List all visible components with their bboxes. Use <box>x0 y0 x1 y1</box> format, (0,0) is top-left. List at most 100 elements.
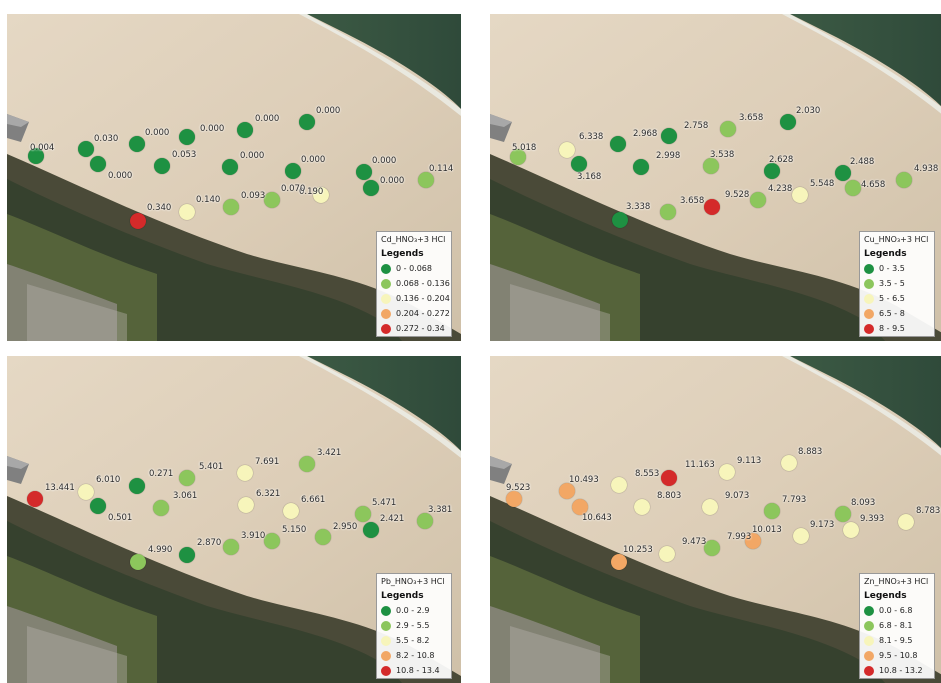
sample-point-marker <box>559 142 575 158</box>
sample-point-label: 0.000 <box>301 155 326 165</box>
sample-point-label: 3.658 <box>739 113 764 123</box>
legend-row: 6.8 - 8.1 <box>864 618 930 633</box>
sample-point-label: 5.401 <box>199 462 224 472</box>
sample-point-label: 3.168 <box>577 172 602 182</box>
legend-range-label: 3.5 - 5 <box>879 279 905 288</box>
sample-point-marker <box>363 522 379 538</box>
sample-point-marker <box>510 149 526 165</box>
sample-point-label: 9.393 <box>860 514 885 524</box>
sample-point-label: 0.000 <box>372 156 397 166</box>
legend-row: 5 - 6.5 <box>864 291 930 306</box>
legend-swatch <box>864 308 874 319</box>
sample-point-marker <box>896 172 912 188</box>
legend-range-label: 6.5 - 8 <box>879 309 905 318</box>
sample-point-label: 0.053 <box>172 150 197 160</box>
sample-point-marker <box>299 114 315 130</box>
legend-swatch <box>381 308 391 319</box>
sample-point-marker <box>78 141 94 157</box>
legend-heading: Legends <box>381 249 424 259</box>
sample-point-marker <box>129 478 145 494</box>
sample-point-marker <box>610 136 626 152</box>
legend-title: Cd_HNO₃+3 HCl <box>381 235 446 244</box>
sample-point-label: 3.381 <box>428 505 453 515</box>
legend-row: 10.8 - 13.2 <box>864 663 930 678</box>
sample-point-marker <box>313 187 329 203</box>
sample-point-label: 2.870 <box>197 538 222 548</box>
sample-point-marker <box>750 192 766 208</box>
sample-point-label: 0.030 <box>94 134 119 144</box>
legend-row: 0 - 0.068 <box>381 261 447 276</box>
legend-row: 2.9 - 5.5 <box>381 618 447 633</box>
legend-range-label: 0 - 3.5 <box>879 264 905 273</box>
sample-point-marker <box>223 539 239 555</box>
sample-point-label: 2.968 <box>633 129 658 139</box>
legend-range-label: 0.0 - 2.9 <box>396 606 430 615</box>
sample-point-label: 2.030 <box>796 106 821 116</box>
legend-swatch <box>381 650 391 661</box>
legend-heading: Legends <box>381 591 424 601</box>
sample-point-label: 7.793 <box>782 495 807 505</box>
sample-point-marker <box>238 497 254 513</box>
sample-point-marker <box>835 506 851 522</box>
sample-point-label: 2.628 <box>769 155 794 165</box>
sample-point-label: 9.473 <box>682 537 707 547</box>
sample-point-label: 0.140 <box>196 195 221 205</box>
legend-title: Cu_HNO₃+3 HCl <box>864 235 929 244</box>
sample-point-marker <box>130 213 146 229</box>
legend-row: 8.2 - 10.8 <box>381 648 447 663</box>
sample-point-marker <box>571 156 587 172</box>
sample-point-marker <box>612 212 628 228</box>
sample-point-label: 3.538 <box>710 150 735 160</box>
legend-range-label: 0.204 - 0.272 <box>396 309 450 318</box>
legend-row: 10.8 - 13.4 <box>381 663 447 678</box>
sample-point-marker <box>843 522 859 538</box>
sample-point-marker <box>764 163 780 179</box>
sample-point-marker <box>633 159 649 175</box>
sample-point-marker <box>719 464 735 480</box>
sample-point-label: 0.000 <box>108 171 133 181</box>
sample-point-marker <box>559 483 575 499</box>
sample-point-marker <box>179 547 195 563</box>
legend-range-label: 0 - 0.068 <box>396 264 432 273</box>
legend-range-label: 2.9 - 5.5 <box>396 621 430 630</box>
map-panel-cd: 0.004 0.030 0.000 0.000 0.000 0.000 0.000 0.053… <box>7 14 461 341</box>
legend-range-label: 8.2 - 10.8 <box>396 651 435 660</box>
sample-point-marker <box>745 533 761 549</box>
sample-point-label: 7.993 <box>727 532 752 542</box>
sample-point-marker <box>299 456 315 472</box>
sample-point-label: 2.998 <box>656 151 681 161</box>
sample-point-marker <box>129 136 145 152</box>
map-legend: Pb_HNO₃+3 HCl Legends 0.0 - 2.9 2.9 - 5.5 5.… <box>376 573 452 679</box>
sample-point-marker <box>264 192 280 208</box>
legend-swatch <box>381 605 391 616</box>
legend-swatch <box>864 278 874 289</box>
sample-point-label: 4.238 <box>768 184 793 194</box>
sample-point-label: 8.783 <box>916 506 941 516</box>
sample-point-label: 2.950 <box>333 522 358 532</box>
sample-point-marker <box>28 148 44 164</box>
legend-swatch <box>864 293 874 304</box>
sample-point-marker <box>130 554 146 570</box>
sample-point-marker <box>898 514 914 530</box>
sample-point-label: 10.253 <box>623 545 653 555</box>
legend-row: 0.0 - 2.9 <box>381 603 447 618</box>
sample-point-marker <box>179 470 195 486</box>
sample-point-label: 8.093 <box>851 498 876 508</box>
legend-swatch <box>864 665 874 676</box>
sample-point-label: 0.000 <box>255 114 280 124</box>
sample-point-label: 5.018 <box>512 143 537 153</box>
legend-heading: Legends <box>864 591 907 601</box>
sample-point-marker <box>792 187 808 203</box>
sample-point-label: 10.013 <box>752 525 782 535</box>
legend-row: 8.1 - 9.5 <box>864 633 930 648</box>
sample-point-marker <box>780 114 796 130</box>
sample-point-marker <box>702 499 718 515</box>
sample-point-label: 4.658 <box>861 180 886 190</box>
map-panel-zn: 9.523 10.493 10.643 8.553 8.803 11.163 9.113 9.… <box>490 356 941 683</box>
sample-point-label: 9.173 <box>810 520 835 530</box>
legend-range-label: 9.5 - 10.8 <box>879 651 918 660</box>
legend-row: 6.5 - 8 <box>864 306 930 321</box>
sample-point-label: 0.271 <box>149 469 174 479</box>
legend-heading: Legends <box>864 249 907 259</box>
legend-range-label: 10.8 - 13.2 <box>879 666 923 675</box>
